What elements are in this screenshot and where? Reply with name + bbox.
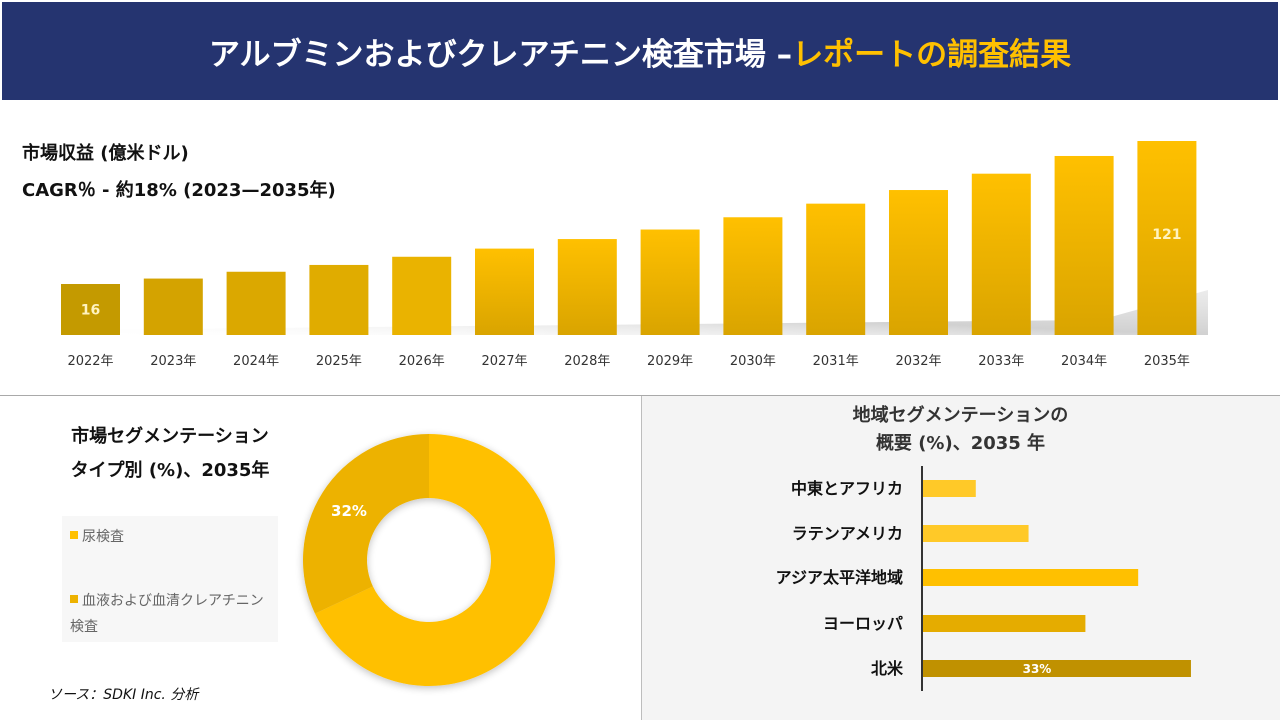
region-bar xyxy=(923,569,1139,586)
revenue-bar xyxy=(557,239,617,335)
x-tick-label: 2023年 xyxy=(150,354,196,369)
revenue-chart-title: 市場収益 (億米ドル) xyxy=(22,143,189,164)
region-bar xyxy=(923,480,976,497)
x-tick-label: 2026年 xyxy=(399,354,445,369)
section-divider xyxy=(0,395,1280,396)
region-label: 中東とアフリカ xyxy=(791,479,903,498)
region-label: ラテンアメリカ xyxy=(792,524,903,543)
source-note: ソース：SDKI Inc. 分析 xyxy=(48,687,199,703)
report-title: アルブミンおよびクレアチニン検査市場 –レポートの調査結果 xyxy=(209,29,1071,74)
bar-data-label: 121 xyxy=(1152,227,1181,243)
x-tick-label: 2030年 xyxy=(730,354,776,369)
x-tick-label: 2034年 xyxy=(1061,354,1107,369)
x-tick-label: 2022年 xyxy=(67,354,113,369)
region-bar xyxy=(923,525,1029,542)
x-tick-label: 2024年 xyxy=(233,354,279,369)
type-donut-chart: 32% xyxy=(303,434,555,686)
revenue-bar xyxy=(806,203,866,335)
region-label: ヨーロッパ xyxy=(823,614,903,633)
donut-legend: 尿検査 血液および血清クレアチニン検査 xyxy=(62,516,278,642)
report-title-accent: レポートの調査結果 xyxy=(792,36,1072,73)
x-tick-label: 2029年 xyxy=(647,354,693,369)
revenue-bar xyxy=(226,271,286,335)
revenue-bar xyxy=(143,278,203,335)
x-tick-label: 2025年 xyxy=(316,354,362,369)
legend-item-blood-serum: 血液および血清クレアチニン検査 xyxy=(70,588,275,640)
revenue-bar xyxy=(392,256,452,335)
revenue-bar xyxy=(1054,155,1114,335)
region-bar-data-label: 33% xyxy=(1023,662,1052,676)
region-title-line2: 概要 (%)、2035 年 xyxy=(875,433,1046,454)
revenue-bar-chart: 2022年 16 2023年 2024年 2025年 2026年 2027年 2028年 202… xyxy=(60,140,1208,369)
region-title-line1: 地域セグメンテーションの xyxy=(852,405,1069,426)
legend-label: 血液および血清クレアチニン検査 xyxy=(70,593,264,635)
revenue-bar xyxy=(889,190,948,335)
legend-swatch xyxy=(70,531,78,539)
x-tick-label: 2035年 xyxy=(1144,354,1190,369)
report-header: アルブミンおよびクレアチニン検査市場 –レポートの調査結果 xyxy=(2,2,1278,100)
x-tick-label: 2032年 xyxy=(895,354,941,369)
region-bar xyxy=(923,660,1191,677)
bar-data-label: 16 xyxy=(81,303,100,319)
legend-label: 尿検査 xyxy=(82,529,124,545)
revenue-bar xyxy=(1137,140,1197,335)
segmentation-title: 市場セグメンテーション タイプ別 (%)、2035年 xyxy=(40,420,300,488)
x-tick-label: 2028年 xyxy=(564,354,610,369)
segmentation-title-line2: タイプ別 (%)、2035年 xyxy=(70,460,270,481)
donut-slice xyxy=(303,434,429,614)
donut-slice xyxy=(314,434,555,686)
x-tick-label: 2033年 xyxy=(978,354,1024,369)
region-title: 地域セグメンテーションの 概要 (%)、2035 年 xyxy=(641,402,1280,458)
region-label: 北米 xyxy=(871,659,904,678)
revenue-bar xyxy=(309,264,369,335)
revenue-bar xyxy=(61,284,120,335)
x-tick-label: 2027年 xyxy=(481,354,527,369)
revenue-bar xyxy=(640,229,700,335)
report-title-main: アルブミンおよびクレアチニン検査市場 – xyxy=(208,36,793,73)
revenue-bar xyxy=(723,217,783,335)
region-label: アジア太平洋地域 xyxy=(776,568,903,587)
revenue-bar xyxy=(971,173,1031,335)
legend-item-urine: 尿検査 xyxy=(70,524,275,550)
x-tick-label: 2031年 xyxy=(813,354,859,369)
donut-data-label: 32% xyxy=(331,502,367,520)
segmentation-title-line1: 市場セグメンテーション xyxy=(71,426,269,447)
region-bar xyxy=(923,615,1086,632)
revenue-bar xyxy=(475,248,534,335)
cagr-label: CAGR％ - 約18% (2023—2035年) xyxy=(22,180,336,201)
legend-swatch xyxy=(70,595,78,603)
